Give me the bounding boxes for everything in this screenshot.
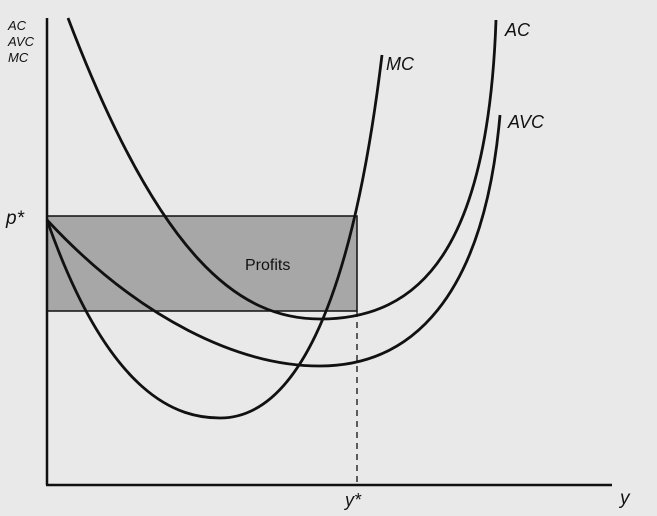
y-axis-label-avc: AVC <box>7 34 35 49</box>
profit-region-label: Profits <box>245 257 290 274</box>
price-label: p* <box>5 208 25 229</box>
avc-curve <box>45 114 502 368</box>
mc-curve-label: MC <box>386 54 415 74</box>
y-axis-label-ac: AC <box>7 18 27 33</box>
mc-curve <box>45 54 384 420</box>
ac-curve <box>66 17 498 321</box>
ac-curve-label: AC <box>504 20 531 40</box>
y-axis-label-mc: MC <box>8 50 29 65</box>
x-axis-label: y <box>618 488 631 509</box>
quantity-label: y* <box>343 490 362 510</box>
avc-curve-label: AVC <box>507 112 545 132</box>
